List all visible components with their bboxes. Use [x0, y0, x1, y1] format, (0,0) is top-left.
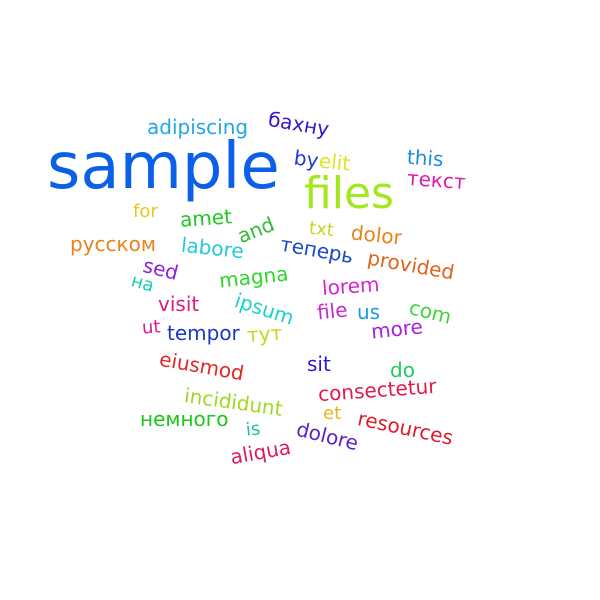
word: текст — [406, 165, 467, 195]
word: русском — [70, 232, 156, 256]
word: lorem — [321, 272, 381, 300]
word: dolore — [294, 416, 361, 456]
word: provided — [365, 245, 457, 285]
word: consectetur — [317, 373, 438, 407]
word: more — [369, 314, 424, 344]
word: eiusmod — [157, 346, 246, 386]
word: by — [292, 145, 321, 173]
word: visit — [158, 292, 200, 316]
word: is — [244, 418, 262, 441]
word: file — [315, 297, 349, 325]
word: тут — [246, 320, 283, 348]
word: немного — [140, 407, 229, 431]
word: us — [357, 300, 381, 324]
word: amet — [179, 204, 233, 232]
word: теперь — [278, 231, 356, 269]
word: dolor — [349, 220, 404, 250]
word: do — [390, 358, 415, 382]
word: magna — [217, 261, 290, 293]
word: tempor — [167, 321, 240, 345]
word: sample — [47, 130, 280, 204]
word: sit — [307, 352, 331, 376]
word: aliqua — [228, 434, 293, 470]
word: ut — [141, 316, 162, 339]
word: на — [128, 270, 157, 297]
word: et — [323, 403, 342, 424]
word: elit — [317, 148, 352, 176]
word: for — [133, 201, 158, 222]
word: files — [304, 168, 394, 219]
word: adipiscing — [147, 115, 249, 139]
word: resources — [355, 406, 456, 450]
word: labore — [179, 232, 245, 264]
